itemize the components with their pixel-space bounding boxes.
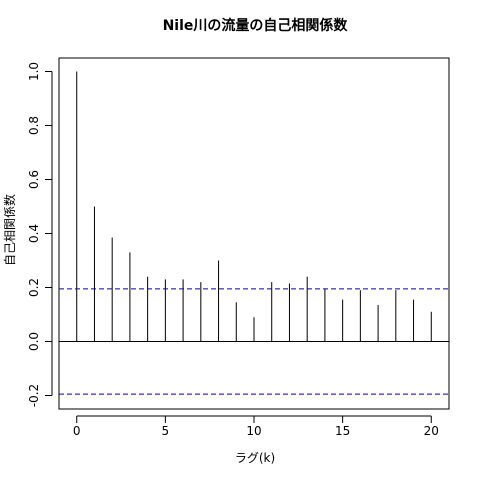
chart-title: Nile川の流量の自己相関係数 [163,17,349,34]
x-tick-label: 10 [246,424,261,438]
x-tick-label: 0 [73,424,81,438]
y-tick-label: 0.0 [27,332,41,351]
y-tick-label: 0.2 [27,278,41,297]
plot-frame [58,57,450,410]
y-axis-label: 自己相関係数 [2,194,17,266]
y-tick-label: -0.2 [27,384,41,407]
y-axis: -0.2 0.0 0.2 0.4 0.6 0.8 1.0 [27,62,53,407]
x-axis-label: ラグ(k) [235,451,275,465]
y-tick-label: 0.4 [27,224,41,243]
x-tick-label: 15 [335,424,350,438]
y-tick-label: 1.0 [27,62,41,81]
y-tick-label: 0.8 [27,116,41,135]
x-tick-label: 5 [162,424,170,438]
x-tick-label: 20 [424,424,439,438]
acf-bars [76,71,432,342]
y-tick-label: 0.6 [27,170,41,189]
x-axis: 0 5 10 15 20 [73,415,439,438]
reference-lines [59,288,449,395]
